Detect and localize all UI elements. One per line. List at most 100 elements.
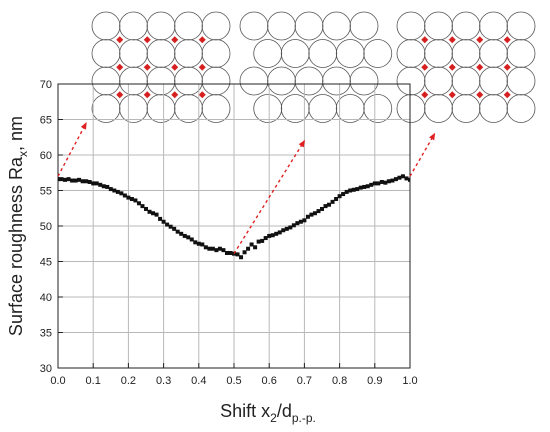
x-tick-label: 0.4 bbox=[191, 375, 206, 387]
tick-marks bbox=[57, 83, 411, 369]
particle-circle bbox=[146, 66, 176, 96]
x-tick-label: 1.0 bbox=[402, 375, 417, 387]
data-point bbox=[203, 245, 208, 250]
data-point bbox=[91, 181, 96, 186]
data-point bbox=[274, 231, 279, 236]
data-point bbox=[189, 237, 194, 242]
data-point bbox=[172, 226, 177, 231]
particle-circle bbox=[335, 39, 365, 68]
y-tick-label: 30 bbox=[40, 363, 52, 375]
data-point bbox=[80, 179, 85, 184]
particle-circle bbox=[308, 94, 338, 123]
particle-circle bbox=[91, 39, 121, 68]
data-point bbox=[348, 188, 353, 193]
particle-circle bbox=[479, 39, 508, 68]
particle-circle bbox=[506, 66, 536, 96]
data-point bbox=[158, 216, 163, 221]
data-point bbox=[397, 175, 402, 180]
data-point bbox=[376, 181, 381, 186]
particle-circle bbox=[424, 11, 453, 41]
y-tick-label: 55 bbox=[40, 186, 52, 198]
particle-circle bbox=[146, 94, 176, 123]
annotation-arrow bbox=[57, 122, 87, 177]
data-point bbox=[337, 194, 342, 199]
data-point bbox=[235, 252, 240, 257]
particle-circle bbox=[253, 94, 283, 123]
y-tick-label: 65 bbox=[40, 115, 52, 127]
data-point bbox=[144, 206, 148, 211]
data-point bbox=[66, 177, 71, 182]
data-point bbox=[408, 177, 410, 182]
data-point bbox=[196, 241, 201, 246]
particle-circle bbox=[280, 94, 310, 123]
particle-circle bbox=[424, 39, 453, 68]
data-point bbox=[147, 209, 152, 214]
data-point bbox=[246, 246, 251, 251]
particle-circle bbox=[424, 66, 453, 96]
contact-point-marker bbox=[503, 91, 511, 99]
data-point bbox=[193, 240, 198, 245]
x-tick-label: 0.9 bbox=[367, 375, 382, 387]
data-point bbox=[77, 177, 82, 182]
particle-circle bbox=[174, 66, 203, 96]
y-axis-title: Surface roughness Rax, nm bbox=[6, 116, 30, 336]
data-point bbox=[312, 211, 317, 216]
data-point bbox=[284, 226, 289, 231]
data-point bbox=[228, 250, 233, 255]
contact-point-marker bbox=[503, 63, 511, 71]
data-point bbox=[105, 184, 110, 189]
contact-point-marker bbox=[503, 36, 511, 44]
particle-circle bbox=[267, 11, 296, 41]
data-point bbox=[270, 233, 275, 238]
data-point bbox=[253, 245, 258, 250]
x-tick-label: 0.7 bbox=[297, 375, 312, 387]
data-point bbox=[260, 238, 265, 243]
data-point bbox=[224, 250, 229, 255]
x-tick-label: 0.0 bbox=[50, 375, 65, 387]
particle-circle bbox=[308, 39, 338, 68]
contact-point-marker bbox=[171, 91, 179, 99]
plot-area bbox=[57, 83, 411, 369]
y-tick-label: 40 bbox=[40, 292, 52, 304]
data-point bbox=[390, 178, 395, 183]
data-point bbox=[151, 211, 156, 216]
data-point bbox=[63, 177, 68, 182]
data-point bbox=[133, 198, 138, 203]
contact-point-marker bbox=[143, 36, 151, 44]
contact-point-marker bbox=[476, 63, 484, 71]
particle-circle bbox=[239, 11, 269, 41]
particle-circle bbox=[322, 66, 351, 96]
particle-circle bbox=[201, 66, 231, 96]
data-point bbox=[267, 233, 272, 238]
packing-insets bbox=[91, 11, 536, 123]
particle-circle bbox=[280, 39, 310, 68]
x-tick-label: 0.5 bbox=[226, 375, 241, 387]
data-point bbox=[214, 248, 219, 253]
data-point bbox=[295, 221, 300, 226]
data-point bbox=[256, 239, 261, 244]
data-point bbox=[242, 250, 247, 255]
data-point bbox=[358, 185, 363, 190]
data-point bbox=[291, 223, 296, 228]
data-point bbox=[383, 180, 388, 185]
contact-point-marker bbox=[143, 63, 151, 71]
x-tick-label: 0.6 bbox=[262, 375, 277, 387]
x-tick-label: 0.8 bbox=[332, 375, 347, 387]
data-point bbox=[263, 236, 268, 241]
y-tick-label: 45 bbox=[40, 257, 52, 269]
particle-circle bbox=[267, 66, 296, 96]
contact-point-marker bbox=[116, 36, 124, 44]
contact-point-marker bbox=[421, 36, 429, 44]
particle-circle bbox=[396, 39, 426, 68]
data-point bbox=[58, 177, 60, 182]
y-tick-label: 60 bbox=[40, 150, 52, 162]
grid-lines bbox=[58, 84, 410, 368]
data-point bbox=[221, 248, 226, 253]
particle-circle bbox=[506, 94, 536, 123]
particle-circle bbox=[451, 94, 481, 123]
data-point bbox=[288, 225, 293, 230]
data-point bbox=[330, 199, 335, 204]
data-point bbox=[355, 187, 360, 192]
packing-inset bbox=[396, 11, 536, 123]
